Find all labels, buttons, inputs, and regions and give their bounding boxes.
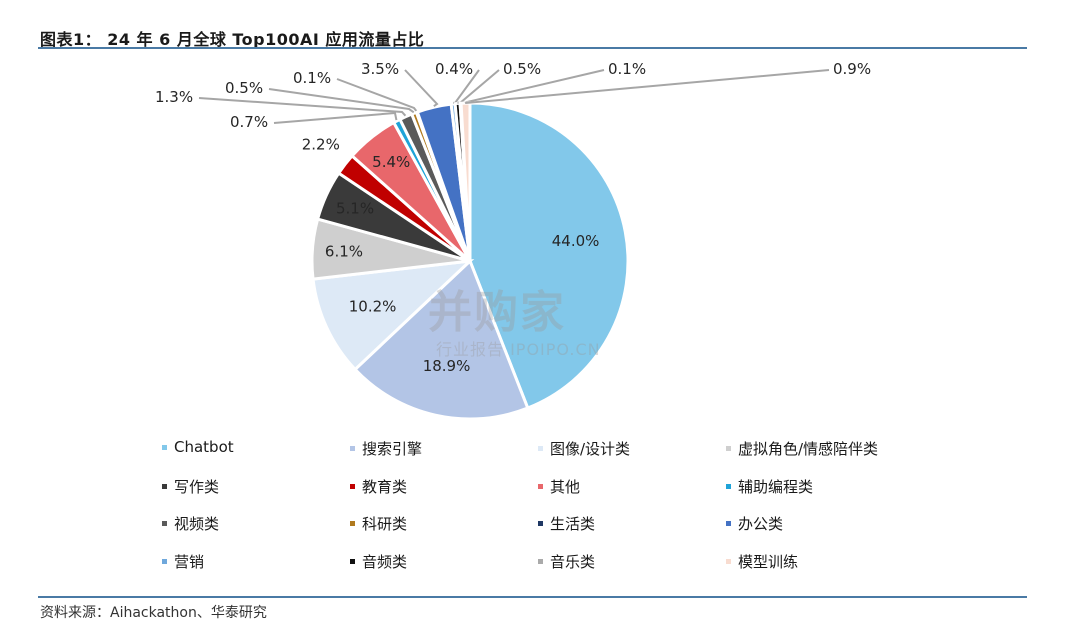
leader-line-15 (464, 69, 830, 105)
data-label-10: 0.1% (293, 69, 331, 87)
data-label-6: 5.4% (372, 153, 410, 171)
leader-line-10 (336, 78, 418, 112)
leader-line-9 (268, 88, 415, 114)
data-label-7: 0.7% (230, 113, 268, 131)
data-label-14: 0.1% (608, 60, 646, 78)
leader-line-11 (404, 69, 439, 107)
pie-slice-1 (352, 258, 530, 421)
data-label-11: 3.5% (361, 60, 399, 78)
data-label-5: 2.2% (302, 136, 340, 154)
data-label-15: 0.9% (833, 60, 871, 78)
data-label-2: 10.2% (349, 297, 397, 315)
data-label-8: 1.3% (155, 88, 193, 106)
leader-line-7 (273, 111, 398, 124)
leader-line-8 (198, 97, 407, 117)
data-label-0: 44.0% (552, 232, 600, 250)
pie-slice-0 (468, 101, 630, 411)
data-label-13: 0.5% (503, 60, 541, 78)
watermark-main: 并购家 (428, 287, 566, 338)
watermark: 并购家 行业报告 IPOIPO.CN (428, 276, 601, 360)
source-note: 资料来源：Aihackathon、华泰研究 (40, 605, 267, 621)
data-label-9: 0.5% (225, 79, 263, 97)
watermark-sub: 行业报告 IPOIPO.CN (436, 340, 601, 359)
chart-title: 图表1： 24 年 6 月全球 Top100AI 应用流量占比 (40, 30, 425, 49)
data-label-4: 5.1% (336, 199, 374, 217)
source-rule (38, 596, 1027, 598)
data-label-3: 6.1% (325, 242, 363, 260)
data-label-1: 18.9% (423, 357, 471, 375)
data-label-12: 0.4% (435, 60, 473, 78)
pie-slice-2 (311, 258, 475, 372)
title-rule (38, 47, 1027, 49)
